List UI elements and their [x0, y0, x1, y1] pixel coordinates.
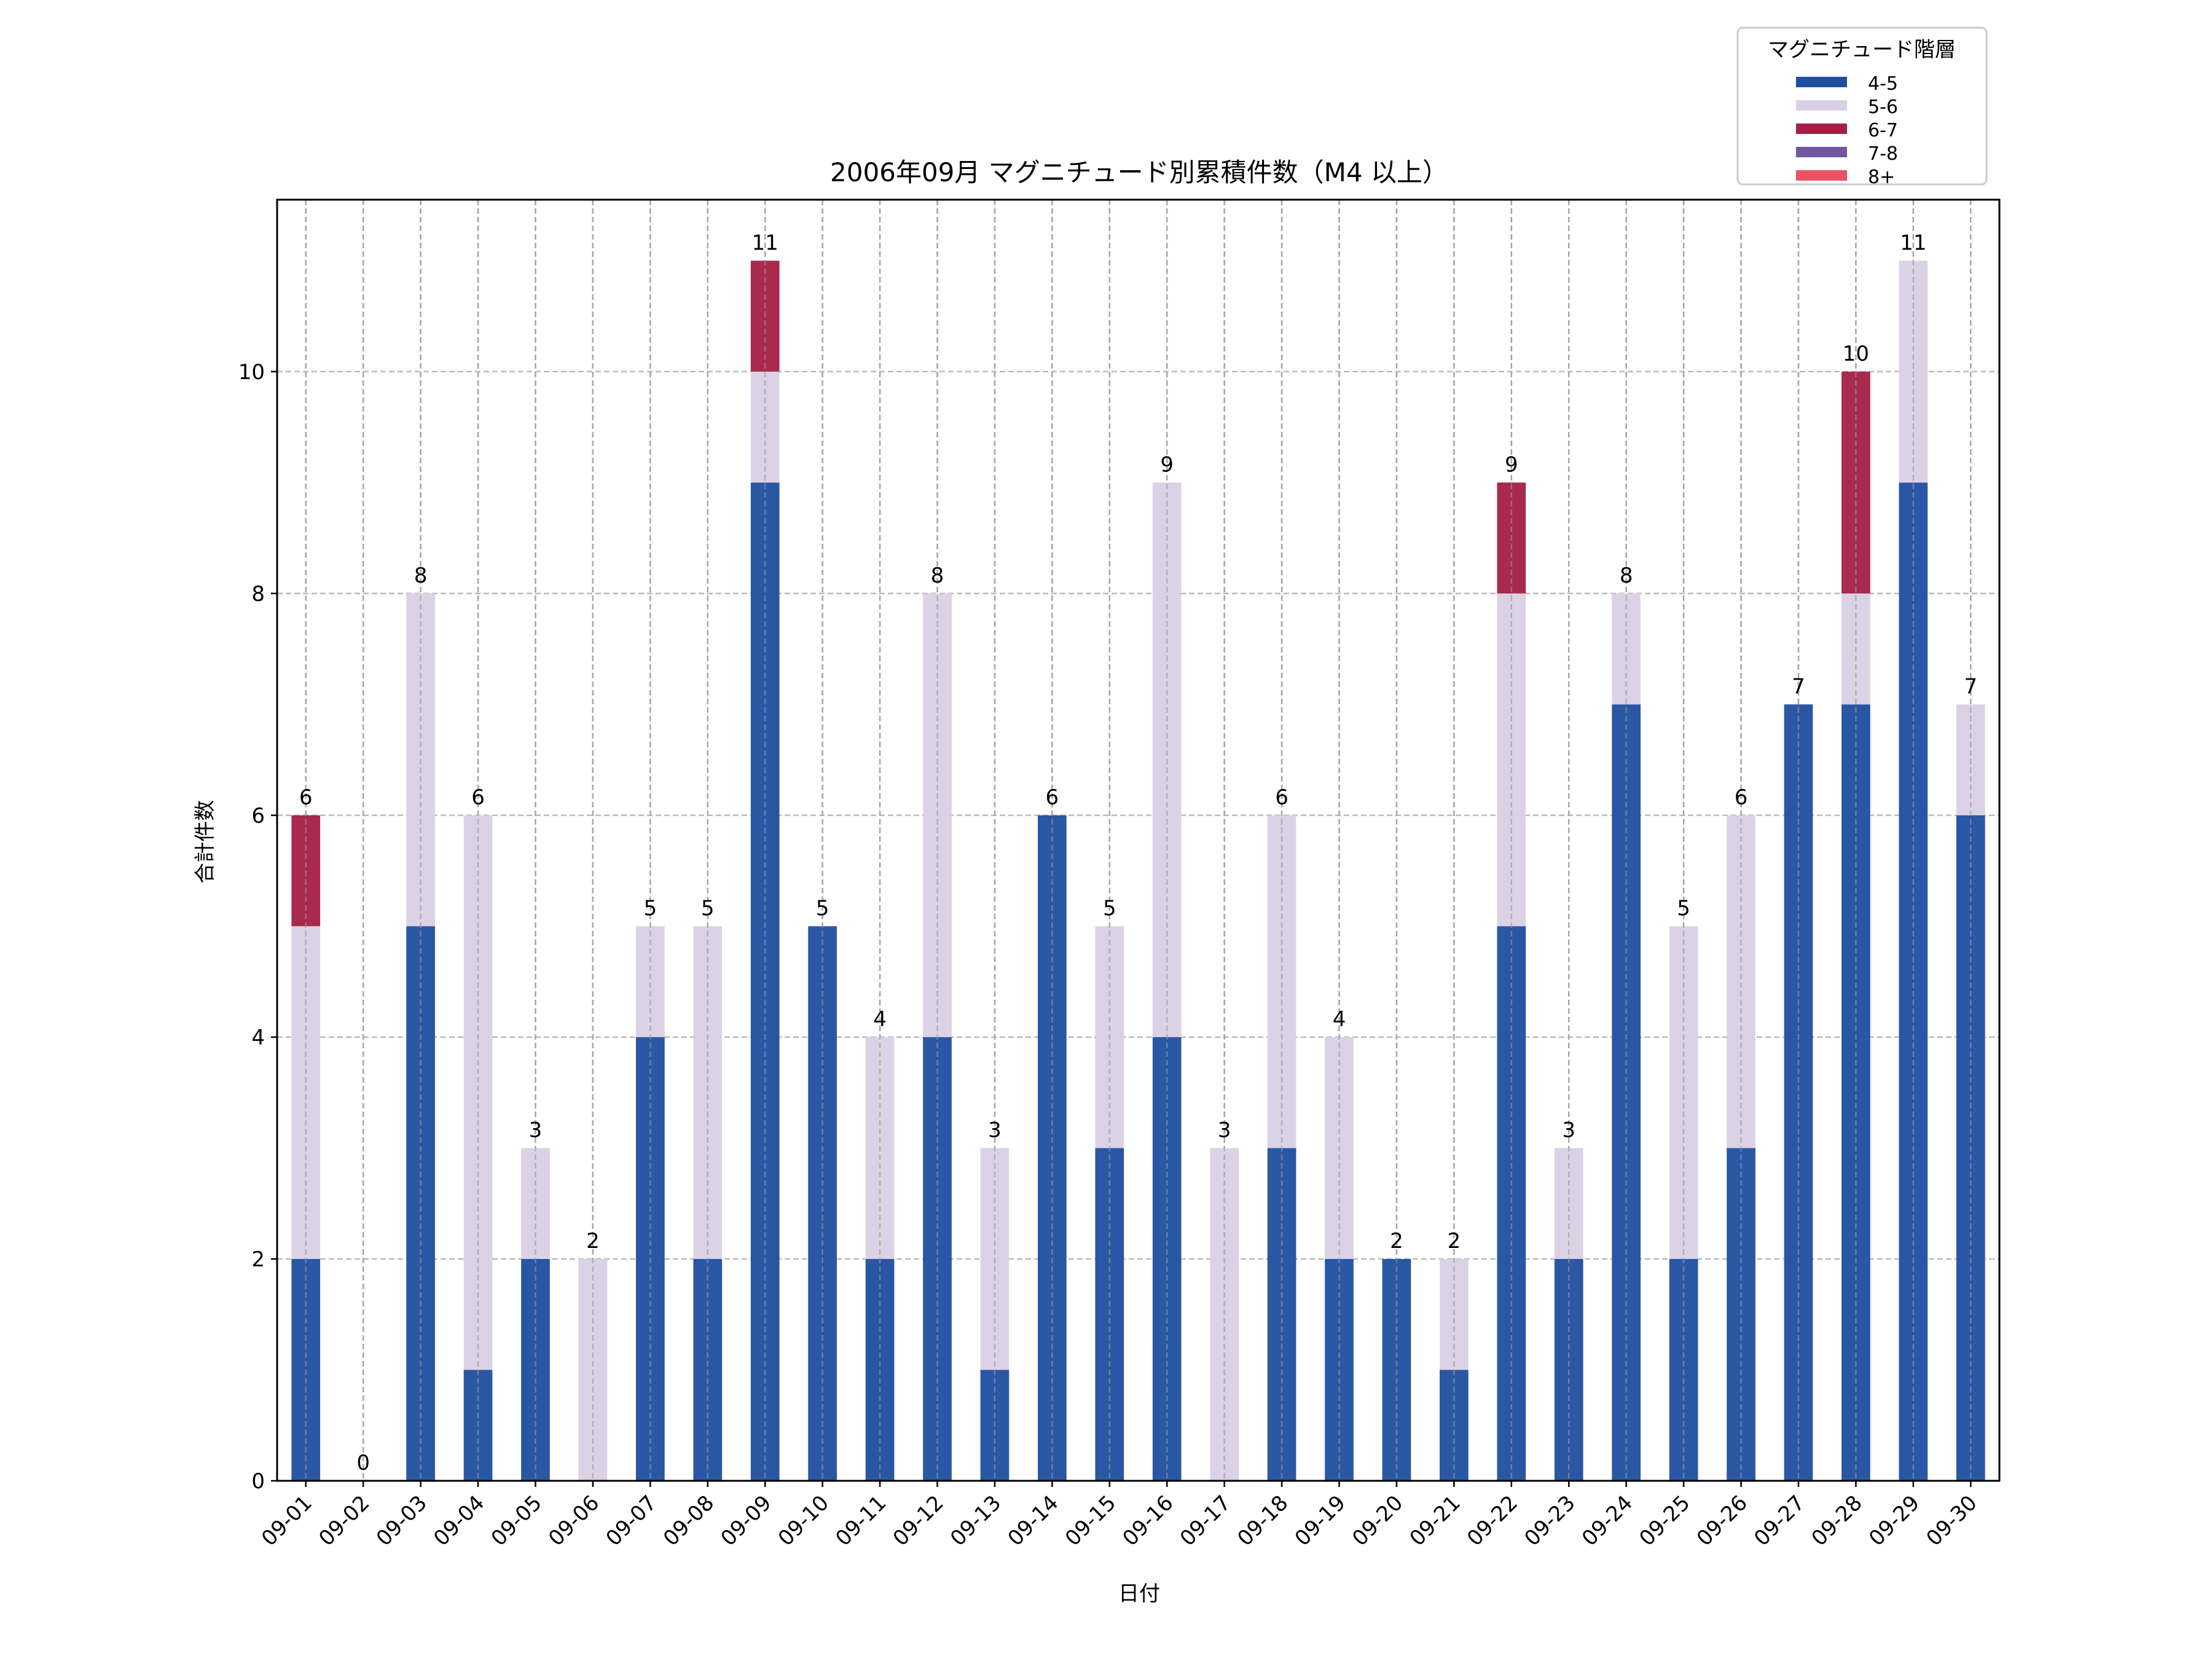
total-label: 6	[299, 785, 313, 810]
total-label: 5	[643, 896, 657, 920]
total-label: 5	[701, 896, 715, 920]
legend-label: 7-8	[1868, 143, 1898, 165]
total-label: 8	[1620, 563, 1633, 588]
legend-swatch-6-7	[1796, 124, 1847, 134]
y-tick-label: 6	[251, 804, 265, 828]
legend-label: 4-5	[1868, 73, 1898, 95]
total-label: 6	[1275, 785, 1288, 810]
total-label: 4	[1333, 1007, 1346, 1032]
total-label: 2	[1390, 1229, 1403, 1253]
legend-box	[1736, 26, 1988, 186]
legend-swatch-7-8	[1796, 147, 1847, 157]
total-label: 5	[1677, 896, 1690, 920]
total-label: 3	[1218, 1118, 1231, 1142]
total-label: 3	[1562, 1118, 1575, 1142]
total-label: 6	[1735, 785, 1748, 810]
total-label: 0	[356, 1451, 370, 1475]
legend-label: 6-7	[1868, 120, 1898, 141]
chart-title: 2006年09月 マグニチュード別累積件数（M4 以上）	[830, 157, 1448, 187]
legend-label: 8+	[1868, 167, 1895, 188]
legend-swatch-4-5	[1796, 77, 1847, 87]
axes-frame	[276, 198, 2001, 1482]
total-labels: 6 0 8 6 3 2 5 5 11 5 4 8 3 6 5 9 3 6 4 2 2 9 3 8 5 6 7 10 11 7	[299, 230, 1977, 1475]
total-label: 7	[1792, 674, 1805, 699]
legend-title: マグニチュード階層	[1768, 37, 1956, 62]
total-label: 3	[988, 1118, 1002, 1142]
y-tick-label: 10	[238, 360, 265, 385]
y-tick-label: 0	[251, 1469, 265, 1494]
bar-segment-5-6	[693, 926, 723, 1259]
bar-segment-6-7	[1841, 371, 1870, 594]
total-label: 11	[752, 230, 779, 255]
y-axis-label: 合計件数	[193, 800, 218, 884]
total-label: 11	[1900, 230, 1926, 255]
total-label: 6	[1046, 785, 1059, 810]
total-label: 4	[873, 1007, 887, 1032]
total-label: 2	[1448, 1229, 1461, 1253]
total-label: 10	[1843, 342, 1869, 366]
y-tick-label: 2	[251, 1247, 265, 1272]
total-label: 6	[471, 785, 485, 810]
total-label: 5	[816, 896, 830, 920]
total-label: 5	[1103, 896, 1116, 920]
y-tick-label: 8	[251, 582, 265, 606]
bar-segment-4-5	[1784, 704, 1813, 1481]
bar-segment-4-5	[1841, 704, 1870, 1481]
x-axis-label: 日付	[1118, 1582, 1160, 1606]
legend-swatch-8+	[1796, 170, 1847, 181]
total-label: 9	[1160, 452, 1174, 477]
total-label: 9	[1505, 452, 1518, 477]
bars	[291, 200, 1985, 1481]
total-label: 7	[1964, 674, 1977, 699]
total-label: 8	[414, 563, 428, 588]
bar-segment-5-6	[291, 926, 321, 1259]
legend-swatch-5-6	[1796, 100, 1847, 111]
legend-label: 5-6	[1868, 96, 1898, 118]
legend: マグニチュード階層 4-55-66-77-88+	[1736, 26, 1988, 188]
total-label: 2	[586, 1229, 600, 1253]
total-label: 8	[931, 563, 944, 588]
bar-segment-4-5	[1612, 704, 1641, 1481]
bar-segment-5-6	[1669, 926, 1698, 1259]
total-label: 3	[529, 1118, 543, 1142]
y-tick-label: 4	[251, 1026, 265, 1050]
